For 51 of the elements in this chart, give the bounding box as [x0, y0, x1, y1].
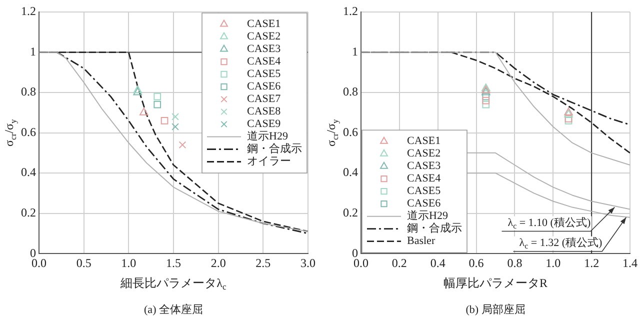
- y-tick-label: 0.8: [343, 84, 358, 99]
- legend-label: CASE9: [247, 118, 282, 130]
- text: (a) 全体座屈: [144, 302, 203, 316]
- text: (b) 局部座屈: [466, 302, 526, 316]
- legend-label: CASE1: [247, 18, 281, 30]
- legend-label: オイラー: [247, 156, 291, 168]
- x-tick-label: 1.0: [546, 256, 561, 270]
- y-tick-label: 0.4: [21, 165, 36, 180]
- legend-label: CASE4: [247, 56, 282, 68]
- legend-label: CASE2: [407, 148, 441, 160]
- legend-label: 道示H29: [407, 210, 448, 222]
- legend-label: CASE4: [407, 172, 442, 185]
- legend-label: CASE3: [247, 43, 282, 56]
- x-tick-label: 2.0: [210, 256, 226, 270]
- x-tick-label: 2.5: [256, 256, 271, 270]
- y-tick-label: 0.6: [343, 124, 358, 139]
- y-axis-title: σcr/σy: [2, 118, 18, 146]
- y-tick-label: 0.6: [21, 124, 36, 139]
- x-tick-label: 0.5: [76, 256, 92, 270]
- legend-label: CASE3: [407, 160, 442, 172]
- legend-label: Basler: [407, 235, 436, 248]
- legend-label: CASE2: [247, 30, 281, 43]
- y-tick-label: 0.4: [343, 165, 358, 180]
- y-tick-label: 1: [352, 44, 358, 58]
- y-tick-label: 1: [30, 44, 36, 58]
- x-tick-label: 3.0: [300, 256, 316, 270]
- y-tick-label: 0.8: [21, 84, 36, 99]
- x-tick-label: 1.2: [584, 256, 600, 270]
- y-tick-label: 0.2: [343, 205, 358, 220]
- legend-label: CASE5: [247, 68, 282, 80]
- legend-label: 鋼・合成示: [247, 142, 302, 156]
- y-tick-label: 1.2: [343, 4, 358, 18]
- x-tick-label: 1.0: [121, 256, 136, 270]
- legend-label: CASE7: [247, 93, 282, 106]
- legend-label: CASE8: [247, 106, 282, 118]
- legend-label: CASE6: [407, 198, 442, 210]
- x-tick-label: 0.2: [392, 256, 407, 270]
- legend-label: 道示H29: [247, 130, 288, 143]
- legend-label: CASE1: [407, 135, 441, 148]
- y-tick-label: 0.2: [21, 205, 36, 220]
- legend-label: CASE6: [247, 80, 282, 93]
- x-tick-label: 1.4: [622, 256, 638, 270]
- x-tick-label: 1.5: [166, 256, 181, 270]
- x-tick-label: 0.4: [430, 256, 446, 270]
- x-tick-label: 0.6: [468, 256, 484, 270]
- legend-label: CASE5: [407, 185, 442, 198]
- y-tick-label: 1.2: [21, 4, 36, 18]
- y-axis-title: σcr/σy: [324, 118, 340, 146]
- x-tick-label: 0.8: [507, 256, 522, 270]
- x-axis-title: 幅厚比パラメータR: [444, 276, 548, 290]
- legend-label: 鋼・合成示: [407, 222, 462, 235]
